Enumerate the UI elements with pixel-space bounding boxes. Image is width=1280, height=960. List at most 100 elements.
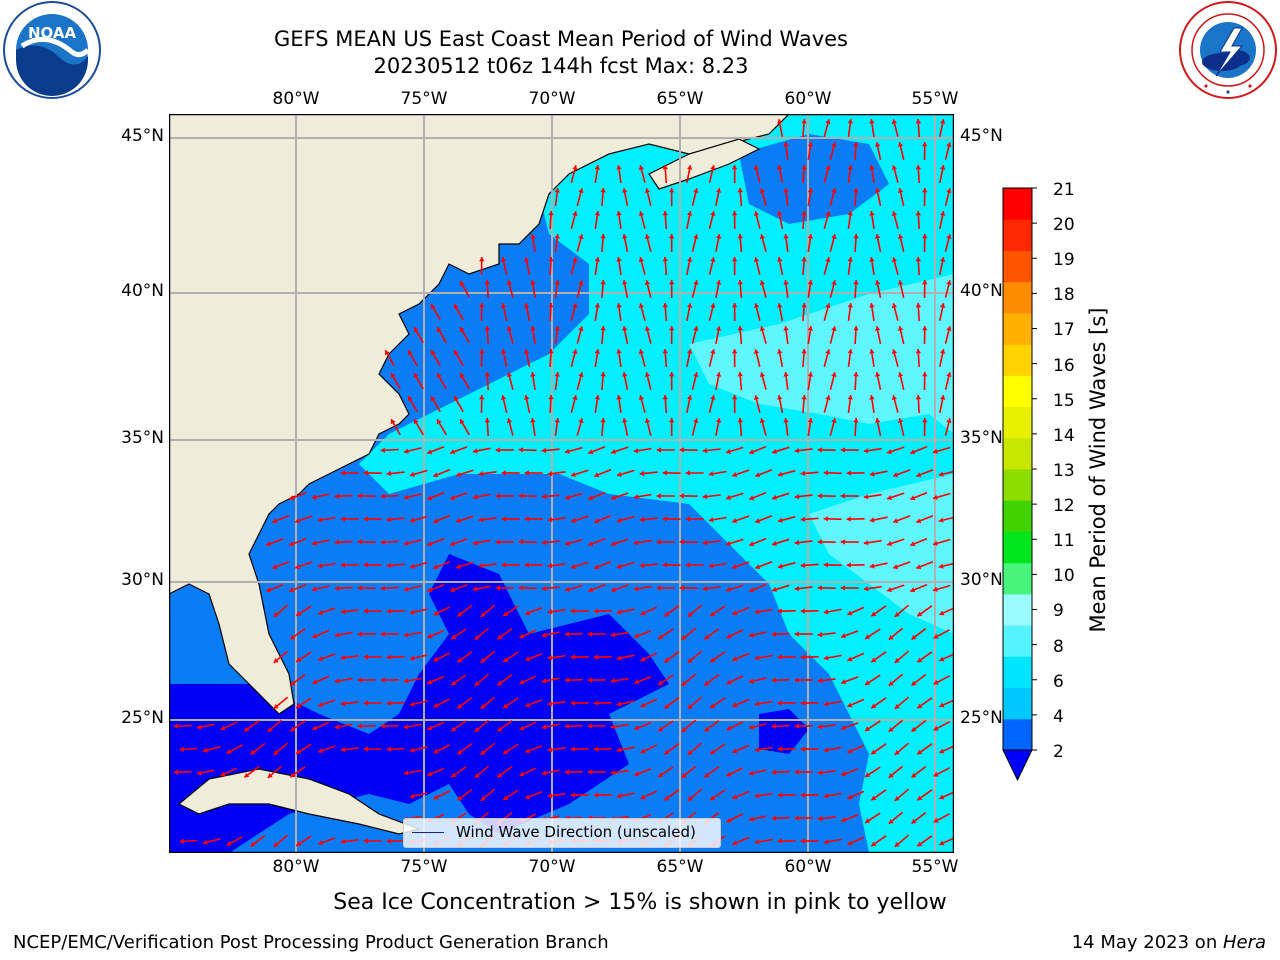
noaa-logo: NOAA [3,1,101,99]
direction-arrow-head [617,517,622,523]
direction-arrow-head [503,795,509,800]
direction-arrow-head [807,280,813,285]
direction-arrow-head [593,608,598,614]
direction-arrow-head [427,449,433,455]
direction-arrow-head [290,680,296,686]
direction-arrow-head [479,257,485,262]
direction-arrow-head [794,585,800,592]
direction-arrow-head [196,770,202,776]
direction-arrow-head [506,326,512,332]
direction-arrow-head [634,771,640,777]
direction-arrow-head [588,541,594,547]
direction-arrow-head [753,257,760,262]
direction-arrow-head [380,539,385,545]
direction-arrow-head [704,634,710,640]
direction-arrow-head [611,587,616,593]
direction-arrow-head [771,815,776,821]
direction-arrow-head [687,165,693,170]
direction-arrow-head [800,470,806,476]
direction-arrow-head [633,586,639,592]
colorbar-tick: 16 [1053,356,1075,376]
direction-arrow-head [946,280,952,285]
direction-arrow-head [807,326,813,331]
direction-arrow-head [386,562,392,569]
colorbar-band [1003,469,1032,501]
direction-arrow-head [894,658,900,663]
direction-arrow-head [759,372,765,378]
direction-arrow-head [478,563,484,569]
direction-arrow-head [847,257,853,262]
direction-arrow-head [474,635,480,640]
direction-arrow-head [726,448,731,454]
direction-arrow-head [875,234,881,239]
direction-arrow-head [933,771,939,777]
direction-arrow-head [409,747,415,753]
direction-arrow-head [472,586,478,592]
direction-arrow-head [801,303,807,308]
direction-arrow-head [853,280,859,285]
direction-arrow-head [450,541,456,547]
direction-arrow-head [669,234,675,239]
direction-arrow-head [340,470,345,476]
colorbar-tick: 14 [1053,426,1075,446]
direction-arrow-head [871,657,877,663]
direction-arrow-head [547,701,553,707]
direction-arrow-head [459,419,465,425]
direction-arrow-head [846,470,851,476]
direction-arrow-head [524,349,530,354]
direction-arrow-head [273,750,279,755]
direction-arrow-head [478,517,484,523]
direction-arrow-head [363,470,368,476]
direction-arrow-head [541,724,547,730]
direction-arrow-head [726,817,732,823]
period-4-6-region [359,114,954,853]
direction-arrow-head [662,562,667,568]
direction-arrow-head [726,633,732,639]
direction-arrow-head [825,257,831,263]
direction-arrow-head [622,188,628,193]
direction-arrow-head [179,838,184,844]
direction-arrow-head [759,418,765,424]
direction-arrow-head [777,838,782,844]
direction-arrow-head [783,418,789,423]
direction-arrow-head [704,726,710,732]
direction-arrow-head [865,772,871,777]
direction-arrow-head [363,838,368,844]
direction-arrow-head [525,656,531,662]
direction-arrow-head [202,747,208,753]
direction-arrow-head [572,257,578,263]
direction-arrow-head [891,395,897,401]
direction-arrow-head [687,303,693,308]
direction-arrow-head [863,494,869,500]
direction-arrow-head [817,493,822,499]
direction-arrow-head [753,211,760,216]
lon-label-top: 80°W [272,89,320,109]
direction-arrow-head [311,540,317,546]
direction-arrow-head [578,326,584,332]
direction-arrow-head [484,372,490,377]
direction-arrow-head [547,747,553,753]
direction-arrow-head [600,418,606,423]
direction-arrow-head [479,303,485,308]
direction-arrow-head [869,563,875,569]
direction-arrow-head [572,165,578,171]
direction-arrow-head [710,303,716,308]
direction-arrow-head [708,471,714,477]
direction-arrow-head [863,586,869,592]
direction-arrow-head [266,541,272,547]
direction-arrow-head [922,280,928,285]
lat-label-right: 25°N [960,708,1003,728]
direction-arrow-head [771,769,776,775]
direction-arrow-head [506,372,512,378]
direction-arrow-head [363,746,368,752]
direction-arrow-head [639,470,645,477]
direction-arrow-head [658,680,664,685]
direction-arrow-head [340,654,346,661]
direction-arrow-head [664,749,670,755]
direction-arrow-head [318,656,324,662]
direction-arrow-head [875,142,881,147]
direction-arrow-head [940,257,946,262]
direction-arrow-head [571,517,576,523]
direction-arrow-head [917,611,923,617]
direction-arrow-head [863,540,869,546]
